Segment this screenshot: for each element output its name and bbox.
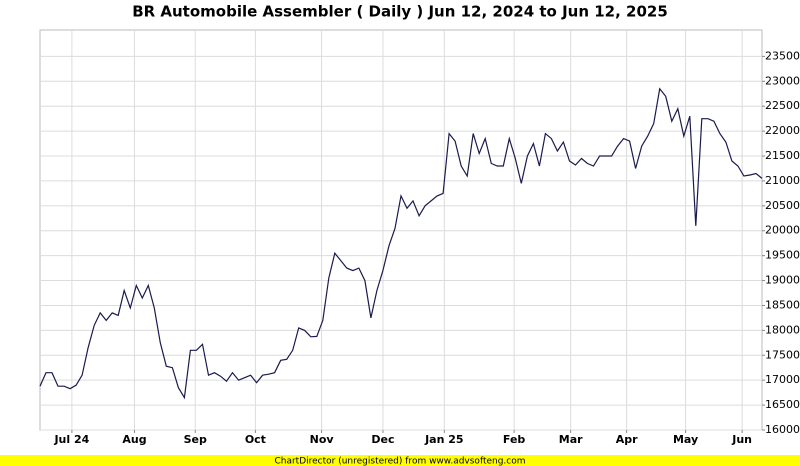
y-tick-label: 22000	[765, 124, 800, 137]
x-tick-label: Aug	[122, 433, 146, 446]
y-tick-label: 17500	[765, 348, 800, 361]
y-tick-label: 18500	[765, 298, 800, 311]
x-tick-label: Jul 24	[53, 433, 89, 446]
x-tick-label: Mar	[559, 433, 583, 446]
y-tick-label: 23500	[765, 49, 800, 62]
x-tick-label: May	[673, 433, 698, 446]
x-tick-label: Sep	[184, 433, 207, 446]
x-tick-label: Oct	[245, 433, 266, 446]
price-line	[39, 87, 763, 400]
x-tick-label: Jun	[731, 433, 752, 446]
y-tick-label: 20000	[765, 224, 800, 237]
footer-text: ChartDirector (unregistered) from www.ad…	[274, 457, 525, 466]
y-tick-label: 23000	[765, 74, 800, 87]
y-tick-label: 16000	[765, 423, 800, 436]
footer-bar	[0, 455, 800, 466]
x-tick-label: Jan 25	[424, 433, 463, 446]
y-tick-label: 19000	[765, 274, 800, 287]
x-tick-label: Dec	[371, 433, 394, 446]
y-tick-label: 22500	[765, 99, 800, 112]
y-tick-label: 20500	[765, 199, 800, 212]
y-tick-label: 18000	[765, 323, 800, 336]
y-tick-label: 21000	[765, 174, 800, 187]
chart-title: BR Automobile Assembler ( Daily ) Jun 12…	[132, 3, 668, 21]
plot-area	[39, 29, 763, 431]
y-tick-label: 19500	[765, 249, 800, 262]
x-tick-label: Apr	[616, 433, 638, 446]
x-tick-label: Feb	[503, 433, 526, 446]
x-tick-label: Nov	[310, 433, 335, 446]
y-tick-label: 21500	[765, 149, 800, 162]
y-tick-label: 17000	[765, 373, 800, 386]
y-tick-label: 16500	[765, 398, 800, 411]
